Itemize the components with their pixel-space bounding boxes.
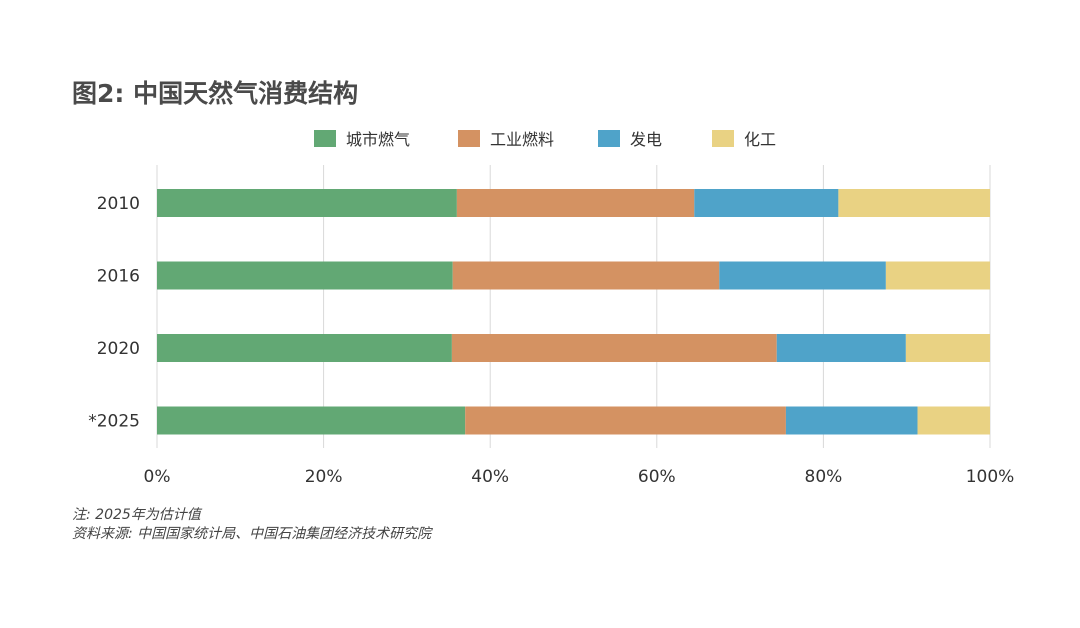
legend-label-1: 工业燃料: [490, 130, 554, 149]
bar-2020-series-2: [776, 334, 906, 362]
y-tick-label: 2020: [97, 339, 140, 359]
legend-label-3: 化工: [744, 130, 776, 149]
bars: [157, 189, 990, 435]
chart-title: 图2: 中国天然气消费结构: [72, 79, 359, 108]
bar-2020-series-3: [905, 334, 990, 362]
y-axis-labels: 2010 2016 2020 *2025: [88, 194, 140, 432]
bar-2010-series-2: [694, 189, 839, 217]
legend-label-2: 发电: [630, 130, 662, 149]
bar-2016-series-1: [452, 261, 720, 290]
y-tick-label: 2016: [97, 267, 140, 287]
bar-2025-series-3: [917, 406, 990, 435]
x-tick-label: 40%: [471, 467, 509, 487]
legend-swatch-0: [314, 130, 336, 147]
bar-2016-series-3: [885, 261, 990, 290]
legend-label-0: 城市燃气: [346, 130, 410, 149]
bar-2025-series-0: [157, 406, 466, 435]
bar-2016-series-2: [719, 261, 886, 290]
bar-2025-series-2: [785, 406, 918, 435]
x-tick-label: 100%: [966, 467, 1015, 487]
y-tick-label: 2010: [97, 194, 140, 214]
x-tick-label: 0%: [144, 467, 171, 487]
bar-2020-series-1: [451, 334, 777, 362]
legend: 城市燃气 工业燃料 发电 化工: [314, 130, 776, 149]
legend-swatch-1: [458, 130, 480, 147]
x-axis-labels: 0% 20% 40% 60% 80% 100%: [144, 467, 1015, 487]
x-tick-label: 20%: [305, 467, 343, 487]
estimate-note: 注: 2025年为估计值: [72, 507, 201, 523]
bar-2025-series-1: [465, 406, 786, 435]
x-tick-label: 60%: [638, 467, 676, 487]
bar-2010-series-1: [456, 189, 695, 217]
bar-2020-series-0: [157, 334, 452, 362]
y-tick-label: *2025: [88, 412, 140, 432]
source-note: 资料来源: 中国国家统计局、中国石油集团经济技术研究院: [72, 526, 432, 542]
legend-swatch-2: [598, 130, 620, 147]
bar-2016-series-0: [157, 261, 453, 290]
notes: 注: 2025年为估计值 资料来源: 中国国家统计局、中国石油集团经济技术研究院: [72, 506, 431, 544]
bar-2010-series-3: [838, 189, 990, 217]
legend-swatch-3: [712, 130, 734, 147]
bar-2010-series-0: [157, 189, 457, 217]
x-tick-label: 80%: [805, 467, 843, 487]
